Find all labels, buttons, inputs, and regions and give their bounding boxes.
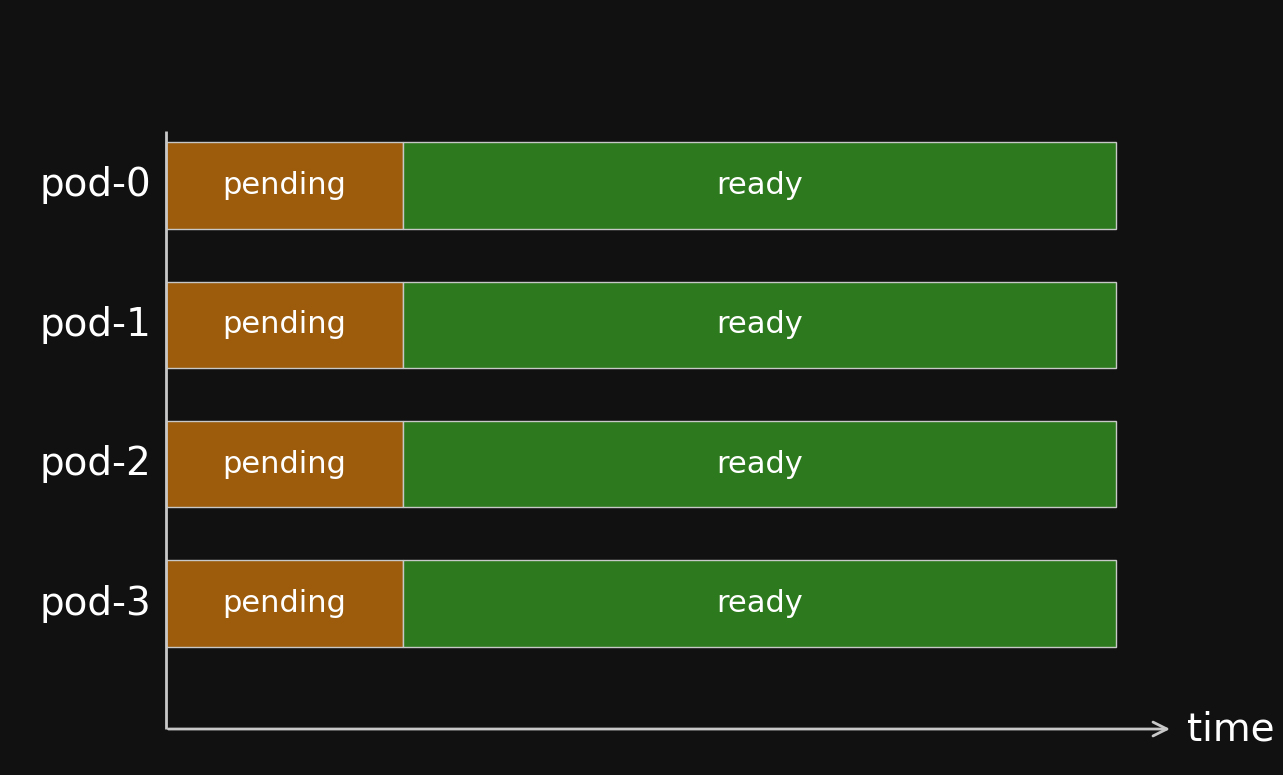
Bar [403, 281, 1116, 368]
Text: pod-0: pod-0 [40, 167, 151, 205]
Text: pod-2: pod-2 [40, 445, 151, 483]
Bar [403, 560, 1116, 647]
Bar [166, 281, 403, 368]
Text: pending: pending [222, 170, 346, 200]
Text: pending: pending [222, 449, 346, 479]
Text: pod-3: pod-3 [40, 584, 151, 622]
Text: pending: pending [222, 310, 346, 339]
Text: pending: pending [222, 589, 346, 618]
Text: ready: ready [716, 170, 803, 200]
Bar [166, 560, 403, 647]
Text: pod-1: pod-1 [40, 306, 151, 344]
Bar [166, 142, 403, 229]
Bar [166, 421, 403, 508]
Text: ready: ready [716, 449, 803, 479]
Text: ready: ready [716, 589, 803, 618]
Bar [403, 142, 1116, 229]
Text: time: time [1187, 710, 1274, 748]
Text: ready: ready [716, 310, 803, 339]
Bar [403, 421, 1116, 508]
